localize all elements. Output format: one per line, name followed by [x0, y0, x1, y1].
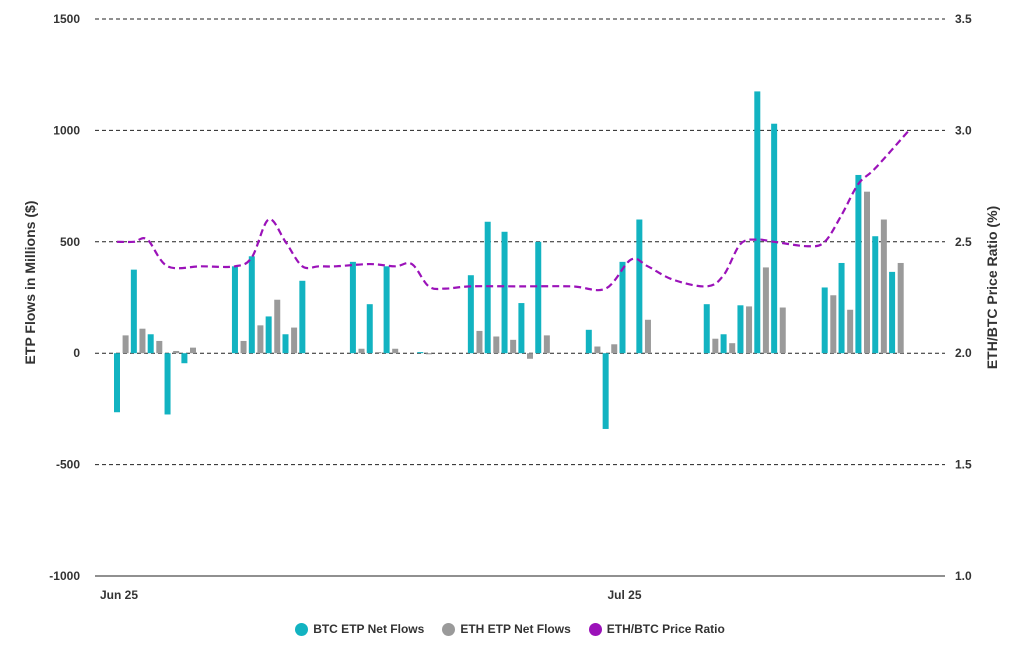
y-right-tick-label: 3.5 — [955, 12, 972, 26]
btc-flow-bar — [619, 261, 626, 354]
btc-flow-bar — [231, 266, 238, 354]
btc-flow-bar — [720, 334, 727, 354]
eth-flow-bar — [392, 348, 399, 354]
y-left-tick-label: 1500 — [53, 12, 80, 26]
eth-flow-bar — [880, 219, 887, 354]
btc-flow-bar — [754, 91, 761, 354]
ratio-swatch-icon — [588, 622, 602, 636]
eth-flow-bar — [274, 299, 281, 354]
btc-flow-bar — [585, 329, 592, 354]
btc-flow-bar — [535, 241, 542, 354]
btc-flow-bar — [518, 303, 525, 354]
etp-flows-chart: 1500 1000 500 0 -500 -1000 3.5 3.0 2.5 2.0 1.5 1.0 E… — [22, 12, 1000, 602]
legend: BTC ETP Net Flows ETH ETP Net Flows ETH/… — [0, 622, 1020, 636]
legend-item-ratio[interactable]: ETH/BTC Price Ratio — [588, 622, 725, 636]
legend-label-eth: ETH ETP Net Flows — [460, 622, 571, 636]
btc-flow-bar — [282, 334, 289, 354]
y-left-tick-label: 1000 — [53, 123, 80, 137]
btc-flow-bar — [703, 304, 710, 354]
btc-flow-bar — [838, 262, 845, 354]
btc-swatch-icon — [295, 622, 309, 636]
eth-flow-bar — [864, 191, 870, 354]
btc-flow-bar — [602, 353, 609, 429]
eth-flow-bar — [712, 338, 719, 354]
btc-flow-bar — [181, 353, 188, 364]
y-right-axis-title: ETH/BTC Price Ratio (%) — [984, 206, 1000, 369]
y-left-tick-label: 500 — [60, 235, 80, 249]
y-left-tick-label: -1000 — [49, 569, 80, 583]
eth-flow-bar — [830, 295, 837, 354]
btc-flow-bar — [349, 261, 356, 354]
y-right-tick-label: 2.0 — [955, 346, 972, 360]
y-right-tick-label: 3.0 — [955, 123, 972, 137]
btc-flow-bar — [501, 231, 508, 354]
eth-flow-bar — [156, 340, 163, 354]
y-right-tick-label: 1.0 — [955, 569, 972, 583]
btc-flow-bar — [855, 174, 862, 354]
btc-flow-bar — [636, 219, 643, 354]
btc-flow-bar — [114, 353, 120, 413]
btc-flow-bar — [417, 352, 424, 354]
eth-flow-bar — [594, 346, 601, 354]
eth-flow-bar — [493, 336, 500, 354]
eth-flow-bar — [897, 262, 904, 354]
eth-flow-bar — [611, 344, 618, 354]
btc-flow-bar — [484, 221, 491, 354]
btc-flow-bar — [821, 287, 828, 354]
btc-flow-bar — [299, 280, 306, 354]
eth-btc-ratio-line — [116, 129, 910, 292]
btc-flow-bar — [130, 269, 137, 354]
btc-flow-bar — [366, 304, 373, 354]
legend-item-eth[interactable]: ETH ETP Net Flows — [442, 622, 571, 636]
eth-flow-bar — [257, 325, 264, 354]
eth-flow-bar — [762, 267, 769, 354]
eth-flow-bar — [291, 327, 298, 354]
eth-flow-bar — [746, 306, 753, 354]
eth-flow-bar — [122, 335, 129, 354]
x-tick-label: Jun 25 — [100, 588, 138, 602]
btc-flow-bar — [467, 275, 474, 354]
btc-flow-bar — [147, 334, 154, 354]
btc-flow-bar — [771, 123, 778, 354]
eth-flow-bar — [779, 307, 786, 354]
y-right-tick-label: 2.5 — [955, 235, 972, 249]
eth-flow-bar — [375, 352, 382, 354]
eth-flow-bar — [543, 335, 550, 354]
y-left-tick-label: 0 — [73, 346, 80, 360]
btc-flow-bar — [889, 271, 896, 354]
eth-flow-bar — [644, 319, 651, 354]
legend-label-ratio: ETH/BTC Price Ratio — [606, 622, 725, 636]
y-left-axis-title: ETP Flows in Millions ($) — [22, 201, 38, 365]
btc-flow-bar — [383, 266, 390, 354]
x-tick-label: Jul 25 — [607, 588, 641, 602]
eth-flow-bar — [510, 339, 517, 354]
btc-flow-bar — [164, 353, 171, 415]
y-left-tick-label: -500 — [56, 458, 80, 472]
eth-flow-bar — [847, 309, 854, 354]
btc-flow-bar — [265, 316, 272, 354]
eth-flow-bar — [139, 328, 146, 354]
legend-label-btc: BTC ETP Net Flows — [313, 622, 425, 636]
eth-swatch-icon — [442, 622, 456, 636]
y-right-tick-label: 1.5 — [955, 458, 972, 472]
btc-flow-bar — [872, 236, 879, 354]
eth-flow-bar — [425, 353, 432, 355]
eth-flow-bar — [729, 343, 736, 354]
eth-flow-bar — [527, 353, 533, 359]
legend-item-btc[interactable]: BTC ETP Net Flows — [295, 622, 424, 636]
btc-flow-bar — [737, 305, 744, 354]
btc-flow-bar — [248, 256, 255, 354]
eth-flow-bar — [173, 350, 180, 354]
eth-flow-bar — [190, 347, 196, 354]
eth-flow-bar — [476, 330, 483, 354]
eth-flow-bar — [240, 340, 247, 354]
eth-flow-bar — [358, 348, 365, 354]
